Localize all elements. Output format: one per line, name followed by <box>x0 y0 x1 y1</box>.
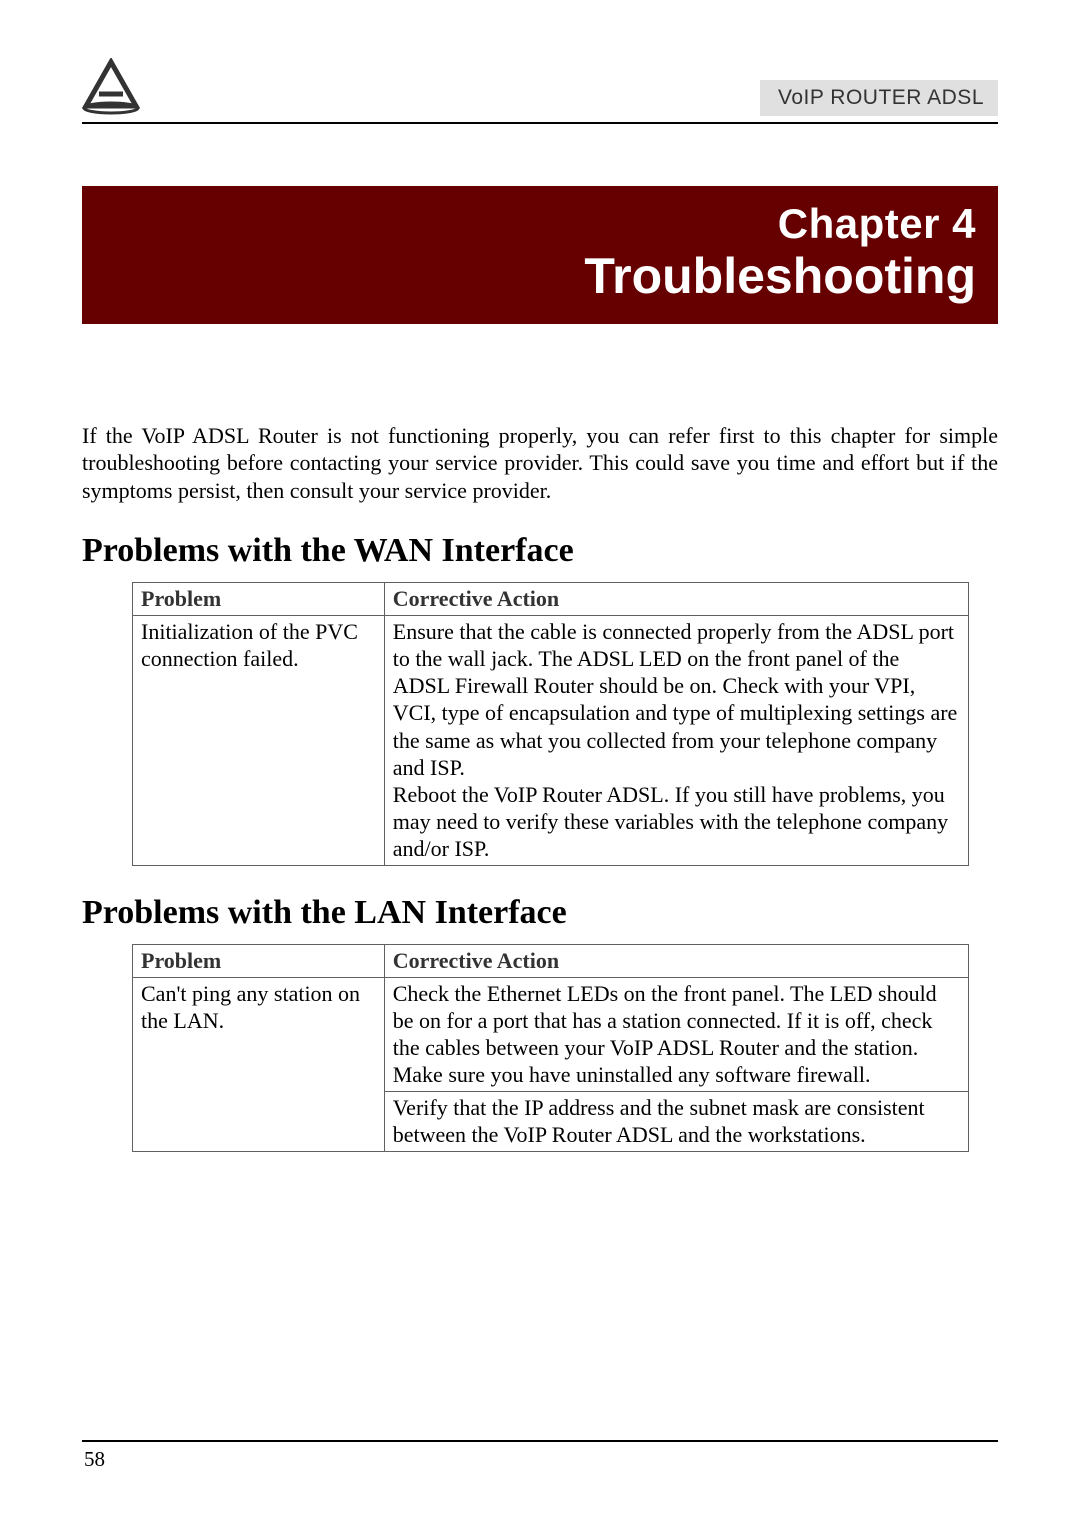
col-header-action: Corrective Action <box>384 583 968 616</box>
col-header-problem: Problem <box>133 944 385 977</box>
section-heading-lan: Problems with the LAN Interface <box>82 894 998 932</box>
cell-problem: Initialization of the PVC connection fai… <box>133 616 385 865</box>
table-row: Can't ping any station on the LAN. Check… <box>133 977 969 1091</box>
chapter-number: Chapter 4 <box>104 200 976 248</box>
table-row: Initialization of the PVC connection fai… <box>133 616 969 865</box>
cell-action: Verify that the IP address and the subne… <box>384 1092 968 1152</box>
cell-action: Ensure that the cable is connected prope… <box>384 616 968 865</box>
table-header-row: Problem Corrective Action <box>133 944 969 977</box>
page-number: 58 <box>84 1447 105 1472</box>
col-header-action: Corrective Action <box>384 944 968 977</box>
wan-table: Problem Corrective Action Initialization… <box>132 582 969 865</box>
intro-paragraph: If the VoIP ADSL Router is not functioni… <box>82 422 998 505</box>
footer-rule <box>82 1440 998 1442</box>
col-header-problem: Problem <box>133 583 385 616</box>
table-header-row: Problem Corrective Action <box>133 583 969 616</box>
chapter-banner: Chapter 4 Troubleshooting <box>82 186 998 324</box>
logo-icon <box>82 58 140 116</box>
page-header: VoIP ROUTER ADSL <box>82 52 998 116</box>
chapter-title: Troubleshooting <box>104 248 976 306</box>
cell-problem: Can't ping any station on the LAN. <box>133 977 385 1151</box>
document-title: VoIP ROUTER ADSL <box>760 80 998 116</box>
cell-action: Check the Ethernet LEDs on the front pan… <box>384 977 968 1091</box>
lan-table: Problem Corrective Action Can't ping any… <box>132 944 969 1152</box>
section-heading-wan: Problems with the WAN Interface <box>82 532 998 570</box>
page: VoIP ROUTER ADSL Chapter 4 Troubleshooti… <box>0 0 1080 1528</box>
header-rule <box>82 122 998 124</box>
